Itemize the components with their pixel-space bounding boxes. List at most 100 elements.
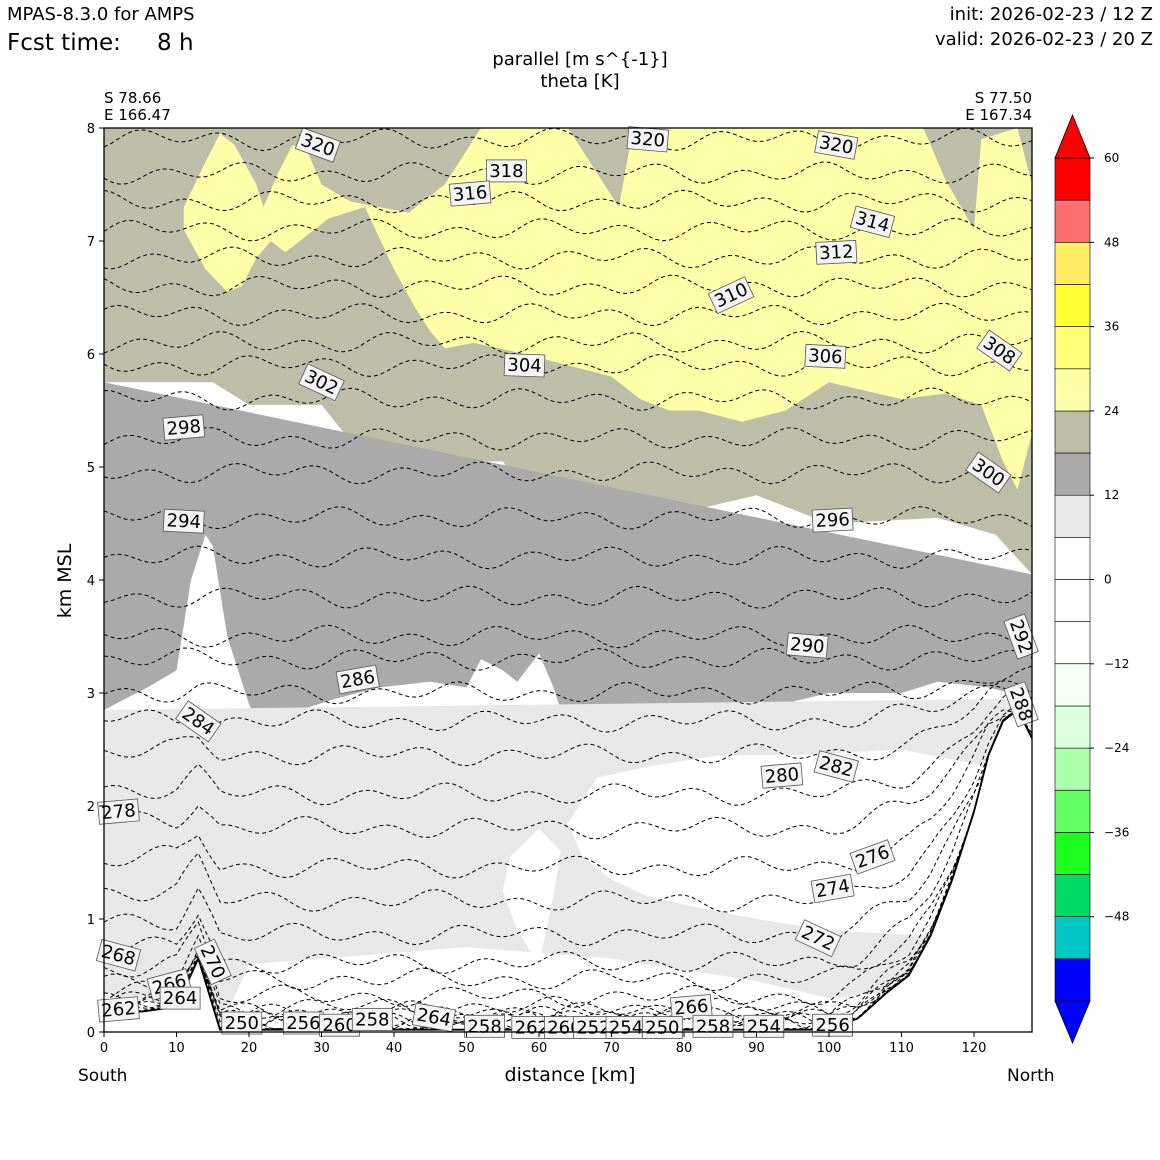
- y-tick-label: 6: [87, 348, 95, 363]
- x-axis-label: distance [km]: [504, 1064, 636, 1086]
- contour-label-box: [976, 329, 1023, 372]
- contour-label: 294: [162, 508, 205, 534]
- contour-320: [104, 128, 1032, 152]
- x-tick-label: 50: [458, 1041, 475, 1056]
- contour-304: [104, 353, 1032, 377]
- y-tick-label: 0: [87, 1026, 95, 1041]
- y-tick-label: 3: [87, 687, 95, 702]
- contour-label-box: [815, 239, 858, 265]
- contour-label-text: 256: [286, 1013, 320, 1034]
- fcst-time-value: 8 h: [157, 30, 194, 56]
- colorbar-tick-label: 48: [1104, 235, 1119, 249]
- x-tick-label: 0: [100, 1041, 108, 1056]
- colorbar-swatch: [1054, 663, 1091, 707]
- contour-label: 286: [335, 664, 380, 695]
- contour-label-box: [298, 363, 345, 402]
- contour-label-box: [485, 159, 527, 183]
- contour-292: [104, 585, 1032, 609]
- colorbar-swatch: [1054, 621, 1091, 664]
- contour-label-text: 280: [764, 764, 800, 788]
- shaded-region-5: [568, 749, 989, 936]
- colorbar: 60 48 36 24 12 0 −12 −24 −36 −48: [1054, 113, 1129, 1045]
- colorbar-swatch: [1054, 242, 1091, 285]
- colorbar-swatch: [1054, 747, 1091, 791]
- contour-318: [104, 161, 1032, 185]
- x-tick-label: 90: [748, 1041, 765, 1056]
- colorbar-swatch: [1054, 832, 1091, 875]
- contour-label: 250: [641, 1016, 683, 1039]
- colorbar-swatch: [1054, 284, 1091, 327]
- colorbar-swatch: [1054, 958, 1091, 1002]
- contour-label: 264: [411, 1002, 456, 1033]
- contour-label-text: 312: [819, 241, 854, 264]
- contour-label: 320: [626, 126, 670, 153]
- contour-label: 254: [743, 1014, 785, 1038]
- shaded-region-6: [502, 828, 561, 965]
- contour-label-text: 260: [547, 1018, 581, 1039]
- contour-label: 282: [813, 750, 859, 783]
- contour-label-box: [221, 1011, 263, 1035]
- colorbar-swatch: [1054, 199, 1091, 243]
- contour-label-box: [294, 127, 341, 163]
- contour-308: [104, 302, 1032, 327]
- x-tick-label: 40: [386, 1041, 403, 1056]
- colorbar-tick-label: −12: [1104, 657, 1129, 671]
- contour-label-text: 256: [815, 1015, 849, 1036]
- contour-label-box: [812, 1013, 853, 1037]
- x-tick-label: 60: [531, 1041, 548, 1056]
- x-tick-label: 110: [889, 1041, 914, 1056]
- contour-276: [104, 708, 1032, 879]
- contour-label-text: 266: [673, 996, 709, 1020]
- contour-274: [104, 704, 1032, 913]
- contour-label: 296: [811, 507, 854, 533]
- contour-label-text: 306: [808, 345, 843, 368]
- model-title: MPAS-8.3.0 for AMPS: [7, 4, 195, 25]
- contour-label-box: [411, 1002, 456, 1033]
- contour-label: 260: [319, 1013, 361, 1037]
- contour-label-box: [965, 451, 1012, 494]
- contour-312: [104, 246, 1032, 270]
- y-tick-label: 4: [87, 574, 95, 589]
- contour-label-text: 294: [166, 510, 201, 533]
- init-time: init: 2026-02-23 / 12 Z: [949, 4, 1153, 25]
- x-tick-label: 70: [603, 1041, 620, 1056]
- x-tick-label: 20: [241, 1041, 258, 1056]
- contour-280: [104, 685, 1032, 806]
- contour-label-box: [785, 632, 829, 659]
- contour-label-text: 298: [166, 416, 202, 440]
- colorbar-swatch: [1054, 579, 1091, 622]
- contour-label: 252: [573, 1016, 614, 1039]
- contour-266: [104, 708, 1032, 1008]
- contour-label: 302: [298, 363, 345, 402]
- contour-label-box: [448, 180, 492, 207]
- contour-label: 308: [976, 329, 1023, 372]
- y-tick-label: 7: [87, 235, 95, 250]
- contour-label: 318: [485, 159, 527, 183]
- contour-label-text: 254: [747, 1016, 781, 1037]
- contour-label: 264: [159, 986, 201, 1010]
- contour-label-text: 290: [789, 634, 825, 658]
- wind-shading: [104, 128, 1032, 1030]
- y-axis-ticks: 0 1 2 3 4 5 6 7 8: [87, 122, 104, 1041]
- colorbar-min-extension: [1054, 1000, 1091, 1045]
- colorbar-swatch: [1054, 494, 1091, 538]
- contour-label-text: 260: [322, 1015, 356, 1036]
- contour-label-box: [162, 414, 206, 441]
- y-tick-label: 5: [87, 461, 95, 476]
- left-latitude: S 78.66: [104, 89, 162, 107]
- contour-label-box: [159, 986, 201, 1010]
- contour-label-box: [193, 938, 232, 986]
- contour-label-box: [641, 1016, 683, 1039]
- contour-label: 258: [464, 1014, 506, 1038]
- x-tick-label: 80: [676, 1041, 693, 1056]
- contour-288: [104, 647, 1032, 671]
- colorbar-swatch: [1054, 157, 1091, 201]
- contour-label-box: [97, 798, 140, 825]
- contour-label-box: [814, 130, 859, 160]
- contour-label: 280: [760, 762, 804, 789]
- contour-label-box: [669, 993, 713, 1021]
- shaded-region-7: [201, 546, 217, 705]
- contour-label: 306: [804, 343, 847, 369]
- contour-label-box: [804, 343, 847, 369]
